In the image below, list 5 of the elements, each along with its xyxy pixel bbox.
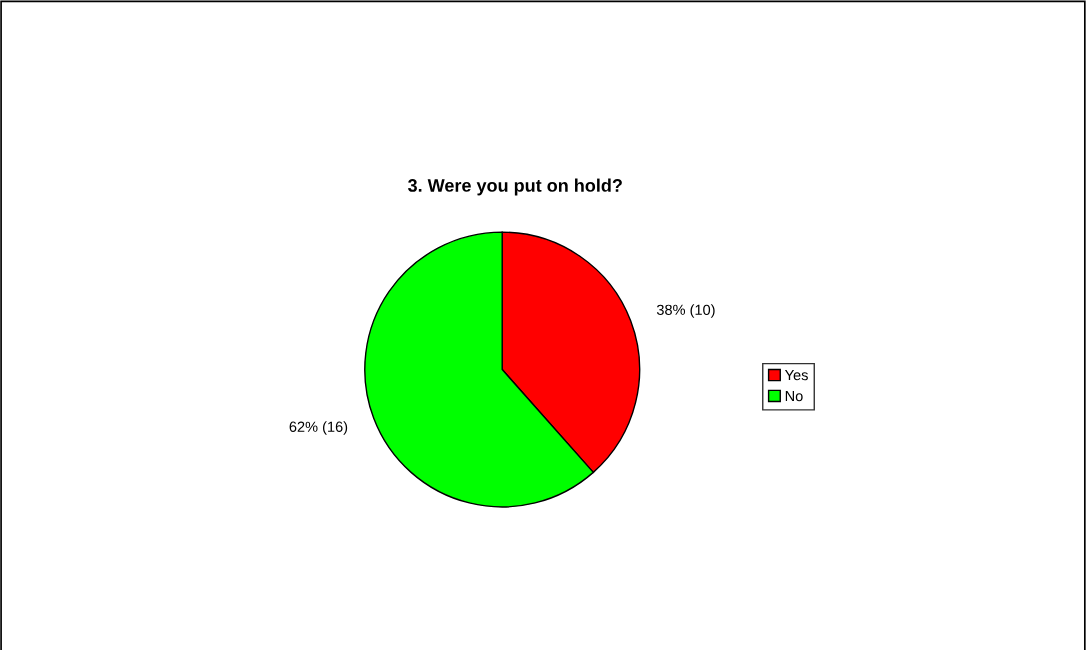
- data-label: 62% (16): [289, 421, 348, 435]
- data-label: 38% (10): [656, 304, 715, 318]
- legend-label: No: [785, 391, 803, 402]
- legend-label: Yes: [784, 370, 808, 381]
- chart-title: 3. Were you put on hold?: [407, 178, 622, 196]
